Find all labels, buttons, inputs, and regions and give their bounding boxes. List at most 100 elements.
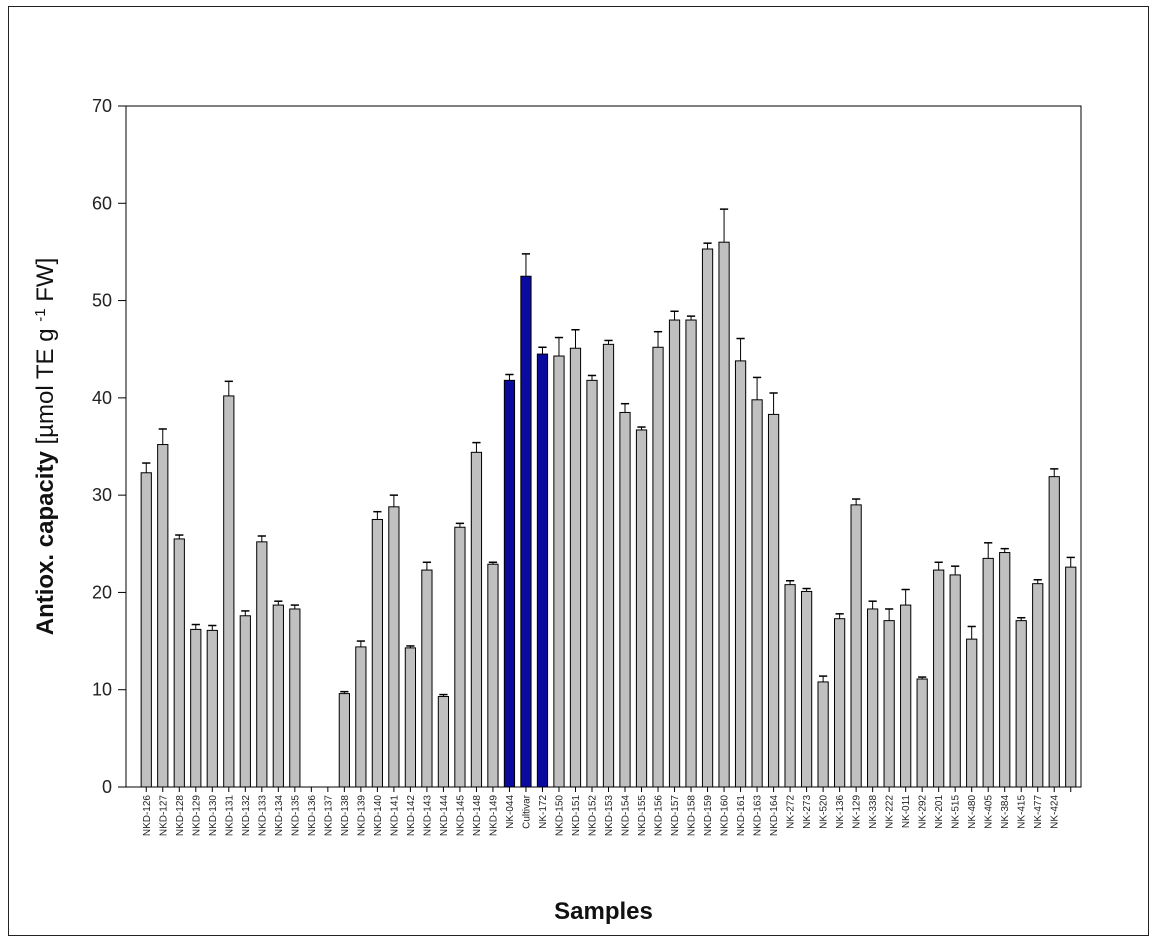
bar [487,563,499,788]
x-tick-label: NKD-151 [571,795,582,837]
y-axis-title-sup: -1 [32,308,49,321]
x-tick-label: NKD-158 [687,795,698,837]
x-tick-label: NK-520 [819,795,830,829]
x-tick-label: NKD-134 [274,795,285,837]
x-tick-label: NKD-138 [340,795,351,837]
x-tick-label: NK-201 [934,795,945,829]
x-tick-label: NK-136 [835,795,846,829]
bar [933,569,945,788]
x-tick-label: NKD-127 [158,795,169,837]
x-tick-label: NKD-131 [224,795,235,837]
bar [1015,620,1027,788]
y-tick-label: 70 [92,96,112,116]
x-tick-label: NK-515 [951,795,962,829]
bar [916,678,928,788]
x-tick-label: NK-477 [1033,795,1044,829]
x-tick-label: NKD-133 [257,795,268,837]
x-tick-label: NKD-150 [554,795,565,837]
bar [272,604,284,788]
x-tick-label: NKD-140 [373,795,384,837]
bar [1048,476,1060,788]
x-tick-label: NKD-144 [439,795,450,837]
x-tick-label: NKD-152 [587,795,598,837]
x-tick-label: NKD-163 [753,795,764,837]
x-tick-label: NK-424 [1050,795,1061,829]
bar [701,248,714,788]
bar [289,608,301,788]
x-tick-label: NKD-129 [191,795,202,837]
bar [800,590,813,788]
bar [784,584,796,788]
y-axis-title-end: FW] [32,258,59,302]
bar [767,413,780,788]
x-axis-title: Samples [554,898,653,925]
bar [883,620,895,788]
x-tick-label: NKD-130 [208,795,219,837]
bar [734,360,747,788]
error-bars-group [142,208,1075,697]
bar [1065,566,1077,788]
y-tick-label: 0 [102,777,112,797]
bar [355,646,367,788]
x-tick-label: Cultivar [521,794,532,829]
bar [256,541,268,788]
bar [503,379,516,788]
bar [900,604,912,788]
y-axis-title-unit: [µmol TE g [32,328,59,444]
y-tick-label: 20 [92,582,112,602]
x-axis-tick-labels: NKD-126 NKD-127 NKD-128 NKD-129 NKD-130 NKD-1… [142,787,1072,837]
bar [751,399,763,788]
x-tick-label: NKD-156 [654,795,665,837]
bar [140,472,152,788]
x-tick-label: NKD-128 [175,795,186,837]
x-tick-label: NKD-139 [356,795,367,837]
x-tick-label: NK-480 [967,795,978,829]
x-tick-label: NK-172 [538,795,549,829]
bar [190,628,202,788]
bar [239,615,251,788]
y-tick-label: 40 [92,388,112,408]
y-tick-label: 50 [92,291,112,311]
bar [388,506,400,788]
bar [635,429,648,788]
bar [470,451,483,788]
bar [157,444,169,788]
bar [520,275,532,788]
bar [437,696,450,788]
x-tick-label: NKD-149 [488,795,499,837]
x-tick-label: NKD-154 [621,795,632,837]
x-tick-label: NKD-164 [769,795,780,837]
x-tick-label: NK-292 [918,795,929,829]
bar [982,557,994,788]
x-tick-label: NKD-155 [637,795,648,837]
x-tick-label: NKD-132 [241,795,252,837]
x-tick-label: NKD-142 [406,795,417,837]
bar [206,629,218,788]
y-axis-title: Antiox. capacity [µmol TE g -1 FW] [32,258,60,636]
x-tick-label: NK-338 [868,795,879,829]
x-tick-label: NK-222 [885,795,896,829]
bar [718,241,730,788]
x-tick-label: NKD-137 [323,795,334,837]
bar [338,693,350,788]
x-tick-label: NKD-145 [455,795,466,837]
bar [834,618,846,788]
bar [668,319,681,788]
bar [586,379,598,788]
bar [652,346,664,788]
x-tick-label: NK-011 [901,795,912,829]
bar [371,518,383,788]
x-tick-label: NK-129 [852,795,863,829]
y-tick-label: 60 [92,193,112,213]
figure-frame: 0 10 20 30 40 50 60 70 NKD-126 NKD-127 NKD-128 NKD… [8,6,1149,936]
bar [966,638,978,788]
x-tick-label: NKD-160 [720,795,731,837]
bar [867,608,879,788]
x-tick-label: NKD-135 [290,795,301,837]
bar [454,526,466,788]
x-tick-label: NK-405 [984,795,995,829]
y-axis-ticks: 0 10 20 30 40 50 60 70 [92,96,126,797]
bar [1032,583,1044,788]
x-tick-label: NK-415 [1017,795,1028,829]
